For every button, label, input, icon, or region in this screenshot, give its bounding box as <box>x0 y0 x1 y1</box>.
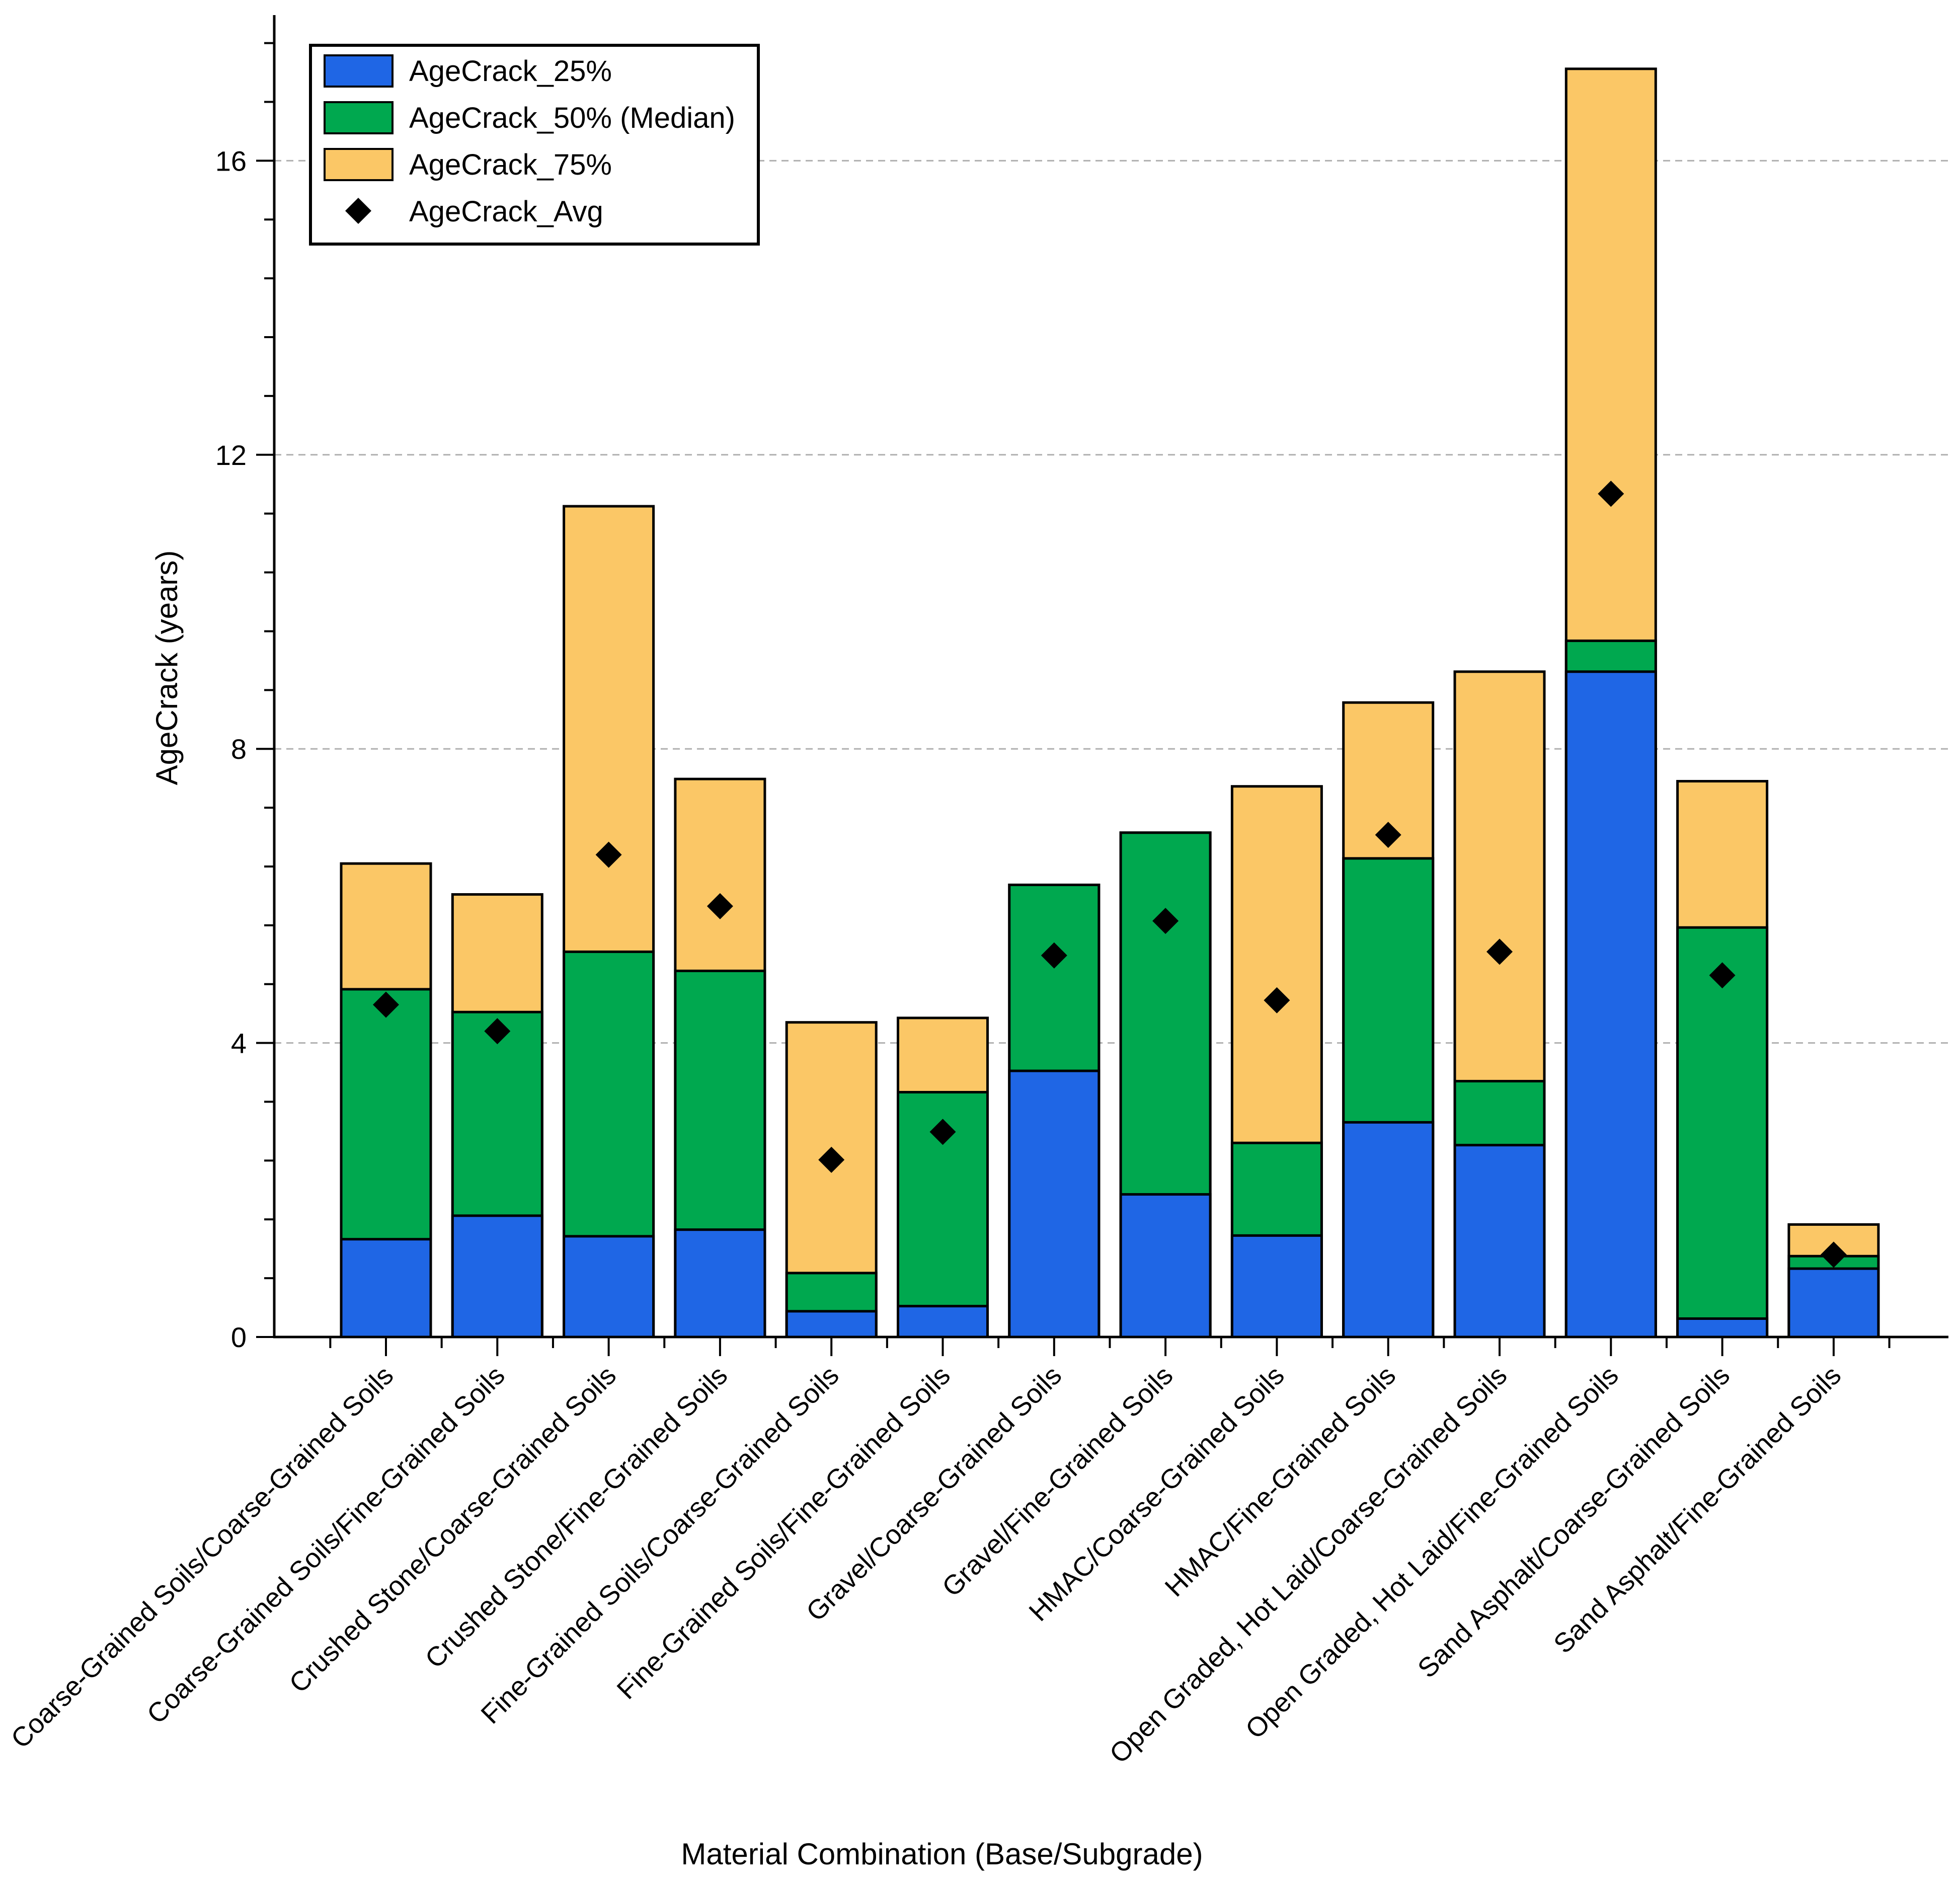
bar-agecrack-25-2 <box>563 1235 655 1339</box>
category-label-11: Open Graded, Hot Laid/Fine-Grained Soils <box>1240 1360 1624 1745</box>
bar-agecrack-25-6 <box>1008 1069 1101 1339</box>
avg-marker-13 <box>1820 1241 1847 1268</box>
legend-swatch-agecrack-25 <box>324 54 394 88</box>
avg-marker-3 <box>707 893 733 919</box>
avg-marker-2 <box>595 841 622 868</box>
legend-swatch-agecrack-75 <box>324 148 394 181</box>
legend-label-agecrack-avg: AgeCrack_Avg <box>409 195 603 228</box>
avg-marker-12 <box>1709 962 1736 989</box>
bar-agecrack-25-1 <box>451 1214 543 1339</box>
bar-agecrack-50-median-12 <box>1676 926 1769 1339</box>
legend-label-agecrack-25: AgeCrack_25% <box>409 55 612 88</box>
axis-layer <box>256 15 1948 1356</box>
bar-agecrack-25-5 <box>897 1305 989 1339</box>
avg-marker-6 <box>1041 942 1067 969</box>
avg-marker-5 <box>929 1119 956 1145</box>
bar-agecrack-25-8 <box>1230 1234 1323 1339</box>
avg-marker-11 <box>1598 481 1624 507</box>
bar-layer <box>340 67 1880 1339</box>
avg-marker-1 <box>484 1018 511 1045</box>
bar-agecrack-25-13 <box>1787 1267 1880 1339</box>
category-label-10: Open Graded, Hot Laid/Coarse-Grained Soi… <box>1104 1360 1513 1769</box>
bar-agecrack-25-7 <box>1119 1193 1212 1339</box>
avg-marker-9 <box>1375 822 1401 848</box>
category-label-7: Gravel/Fine-Grained Soils <box>936 1360 1179 1603</box>
avg-marker-8 <box>1264 987 1290 1013</box>
category-label-0: Coarse-Grained Soils/Coarse-Grained Soil… <box>5 1360 399 1754</box>
legend-label-agecrack-50-median: AgeCrack_50% (Median) <box>409 102 735 134</box>
avg-marker-10 <box>1486 938 1513 965</box>
y-tick-label-0: 0 <box>231 1321 247 1353</box>
legend-swatch-agecrack-50-median <box>324 101 394 134</box>
y-axis-title: AgeCrack (years) <box>150 550 184 785</box>
legend: AgeCrack_25% AgeCrack_50% (Median) AgeCrac… <box>309 44 760 246</box>
bar-agecrack-25-10 <box>1453 1144 1546 1339</box>
bar-agecrack-25-11 <box>1564 670 1657 1339</box>
avg-marker-4 <box>818 1146 845 1173</box>
marker-layer <box>373 481 1847 1268</box>
avg-marker-0 <box>373 991 399 1018</box>
bar-agecrack-25-3 <box>674 1228 766 1339</box>
y-tick-label-8: 8 <box>231 733 247 765</box>
bar-agecrack-25-0 <box>340 1238 432 1339</box>
y-tick-label-16: 16 <box>215 145 247 177</box>
legend-swatch-agecrack-avg <box>345 198 371 224</box>
y-tick-label-4: 4 <box>231 1028 247 1059</box>
x-axis-title: Material Combination (Base/Subgrade) <box>681 1837 1203 1871</box>
avg-marker-7 <box>1152 908 1179 934</box>
bar-agecrack-25-9 <box>1342 1121 1435 1339</box>
bar-agecrack-25-12 <box>1676 1317 1769 1339</box>
bar-agecrack-25-4 <box>785 1310 878 1339</box>
category-label-9: HMAC/Fine-Grained Soils <box>1159 1360 1402 1603</box>
y-tick-label-12: 12 <box>215 439 247 471</box>
legend-label-agecrack-75: AgeCrack_75% <box>409 148 612 181</box>
